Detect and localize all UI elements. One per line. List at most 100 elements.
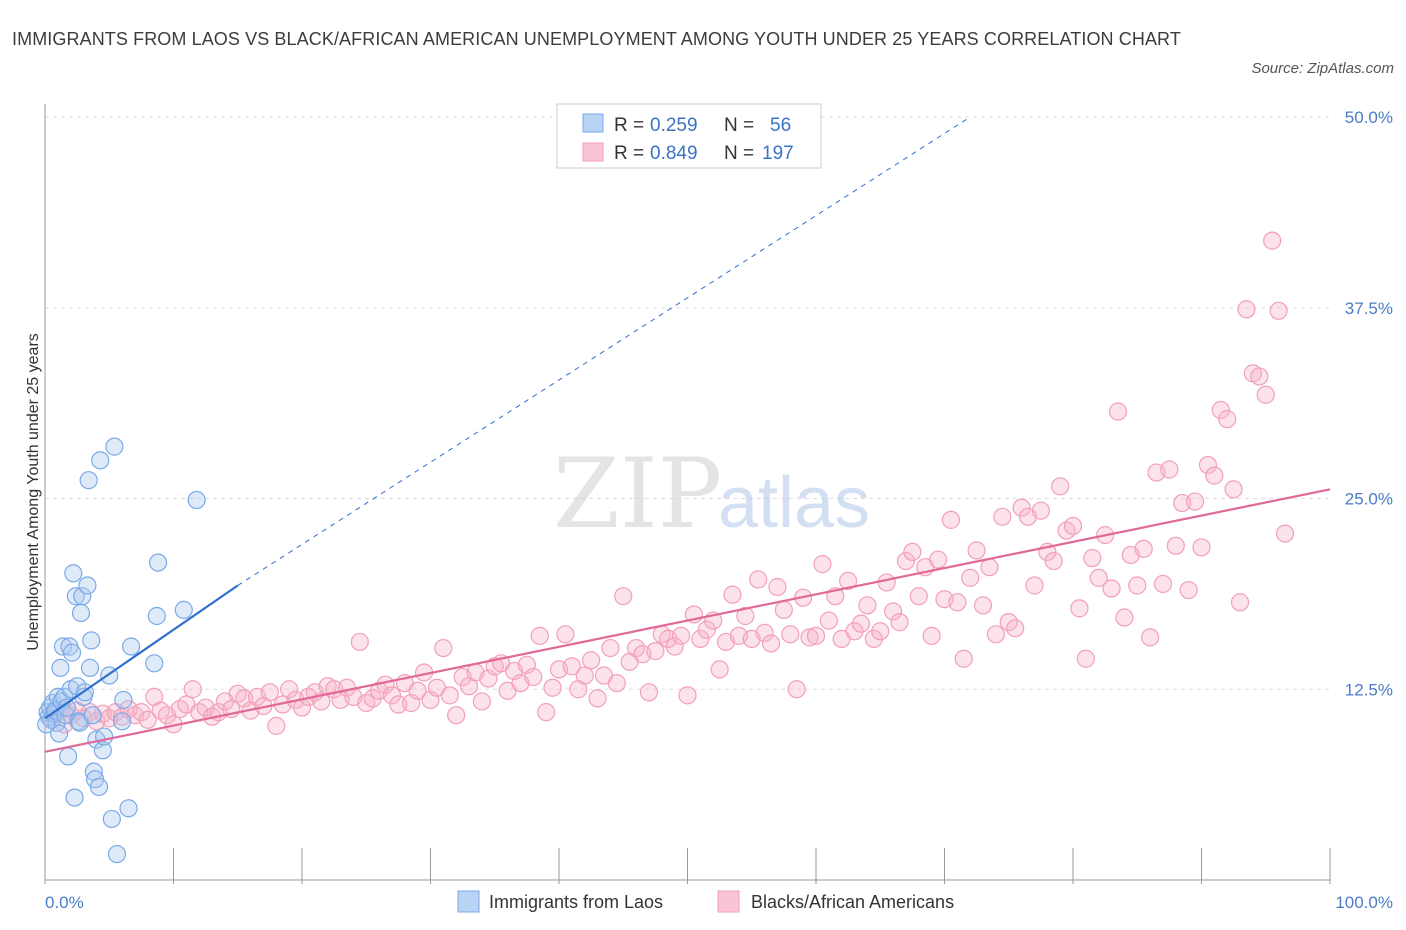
black-point-137 <box>922 626 941 645</box>
black-point-169 <box>1128 576 1147 595</box>
black-point-165 <box>1102 579 1121 598</box>
laos-point-45 <box>107 844 127 864</box>
black-point-78 <box>543 678 562 697</box>
black-point-119 <box>806 626 826 645</box>
y-tick-label-3: 50.0% <box>1345 108 1393 127</box>
black-point-98 <box>671 626 691 645</box>
black-point-22 <box>183 680 202 699</box>
laos-point-16 <box>59 747 78 766</box>
laos-point-10 <box>51 658 70 677</box>
black-point-147 <box>986 625 1006 644</box>
black-point-118 <box>800 628 819 647</box>
black-point-15 <box>138 710 157 729</box>
black-point-99 <box>678 686 697 705</box>
black-point-83 <box>575 666 594 685</box>
black-point-167 <box>1115 608 1134 627</box>
black-point-162 <box>1083 548 1102 568</box>
black-point-145 <box>973 596 993 615</box>
chart-title: IMMIGRANTS FROM LAOS VS BLACK/AFRICAN AM… <box>12 29 1181 49</box>
black-point-156 <box>1044 551 1063 571</box>
watermark-zip: ZIP <box>553 438 722 550</box>
trend-line-black <box>44 488 1331 753</box>
black-point-189 <box>1256 385 1275 404</box>
black-point-62 <box>440 686 459 705</box>
black-point-115 <box>781 625 800 644</box>
legend-n-label-2: N = <box>724 143 754 164</box>
black-point-131 <box>883 602 903 621</box>
black-point-126 <box>851 614 871 633</box>
laos-point-51 <box>147 606 166 626</box>
trend-lines <box>44 116 1331 753</box>
black-point-159 <box>1063 516 1083 536</box>
legend-r-value-2: 0.849 <box>650 143 698 164</box>
black-point-37 <box>280 680 299 699</box>
correlation-legend: R = 0.259 N = 56 R = 0.849 N = 197 <box>556 103 822 169</box>
black-point-170 <box>1134 539 1153 558</box>
black-point-113 <box>768 577 787 597</box>
laos-point-21 <box>65 788 84 807</box>
laos-point-19 <box>62 643 82 662</box>
black-point-125 <box>845 622 864 641</box>
black-point-150 <box>1006 619 1025 638</box>
black-point-14 <box>132 703 151 722</box>
black-point-104 <box>710 660 729 679</box>
black-point-50 <box>363 689 382 708</box>
trend-line-laos <box>44 584 239 720</box>
black-point-80 <box>556 625 575 644</box>
y-tick-label-0: 12.5% <box>1345 680 1393 699</box>
black-point-61 <box>434 638 453 658</box>
black-point-182 <box>1211 400 1230 420</box>
black-point-174 <box>1160 460 1179 479</box>
laos-point-12 <box>53 637 73 656</box>
laos-point-40 <box>93 741 112 760</box>
black-point-110 <box>749 570 768 589</box>
black-point-132 <box>890 613 909 632</box>
laos-point-22 <box>66 587 85 606</box>
gridlines <box>45 116 1330 690</box>
y-tick-label-1: 25.0% <box>1345 490 1393 509</box>
legend-r-value-1: 0.259 <box>650 115 698 136</box>
black-point-53 <box>382 686 402 705</box>
y-axis-title: Unemployment Among Youth under 25 years <box>25 333 42 651</box>
black-point-129 <box>871 622 890 641</box>
black-point-63 <box>447 706 466 725</box>
black-point-81 <box>562 657 581 676</box>
black-point-93 <box>639 683 659 702</box>
black-point-175 <box>1166 536 1185 555</box>
black-point-121 <box>819 611 838 630</box>
black-point-184 <box>1224 480 1243 499</box>
black-point-154 <box>1031 501 1050 520</box>
legend-n-label-1: N = <box>724 115 754 136</box>
chart-source: Source: ZipAtlas.com <box>1251 60 1394 77</box>
black-point-97 <box>665 637 684 656</box>
legend-swatch-blue <box>582 113 604 133</box>
y-tick-label-2: 37.5% <box>1345 299 1393 318</box>
legend-swatch-pink <box>582 142 604 162</box>
legend-n-value-1: 56 <box>770 115 791 136</box>
laos-point-27 <box>73 587 92 606</box>
black-point-94 <box>646 641 665 661</box>
laos-point-48 <box>119 799 138 818</box>
legend-r-label-2: R = <box>614 143 644 164</box>
black-point-177 <box>1179 580 1198 600</box>
black-point-130 <box>877 573 896 592</box>
laos-point-46 <box>112 712 132 731</box>
black-point-157 <box>1051 477 1070 496</box>
black-point-134 <box>903 542 922 562</box>
black-point-67 <box>472 692 491 711</box>
black-point-144 <box>967 541 986 560</box>
black-point-185 <box>1230 593 1250 612</box>
x-axis-ticks <box>44 848 1331 884</box>
black-point-171 <box>1140 628 1160 647</box>
laos-point-55 <box>37 715 56 734</box>
black-point-192 <box>1275 524 1295 543</box>
laos-point-26 <box>71 603 91 623</box>
black-point-179 <box>1192 538 1211 557</box>
legend-r-label-1: R = <box>614 115 644 136</box>
trend-line-laos-extension <box>237 116 971 586</box>
black-point-124 <box>839 571 858 591</box>
black-point-48 <box>350 632 369 652</box>
laos-point-53 <box>174 600 193 619</box>
black-point-111 <box>755 623 774 642</box>
